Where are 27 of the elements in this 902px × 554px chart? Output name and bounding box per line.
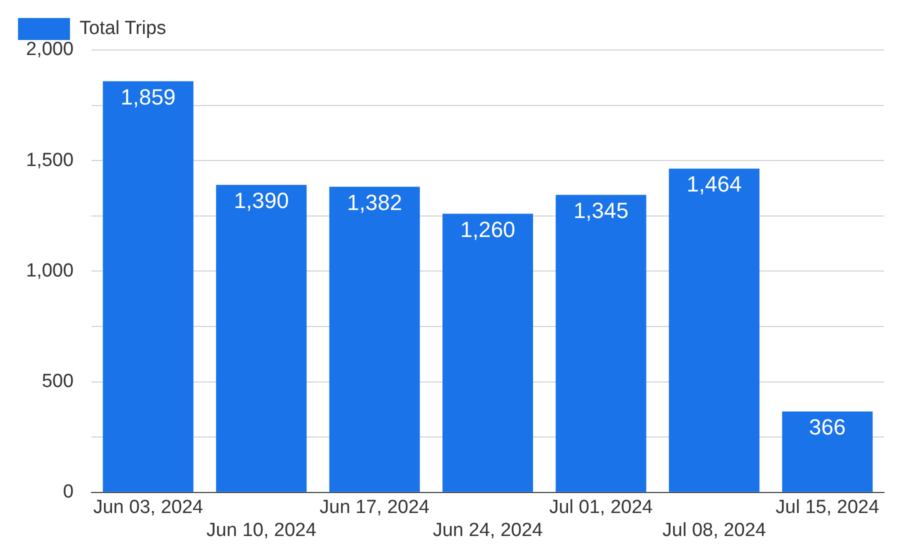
bar — [329, 186, 420, 492]
data-label: 366 — [809, 414, 846, 440]
x-tick-label: Jun 10, 2024 — [206, 520, 317, 541]
x-tick-label: Jun 17, 2024 — [320, 497, 430, 518]
data-label: 1,859 — [120, 84, 176, 110]
bar — [102, 81, 194, 492]
data-label: 1,260 — [460, 216, 516, 242]
y-tick-label: 2,000 — [26, 39, 74, 60]
data-label: 1,345 — [573, 198, 629, 223]
y-tick-label: 500 — [42, 371, 74, 392]
x-tick-label: Jun 24, 2024 — [432, 520, 544, 541]
data-label: 1,390 — [234, 188, 289, 213]
x-tick-label: Jul 15, 2024 — [776, 497, 880, 518]
x-tick-label: Jul 01, 2024 — [549, 497, 654, 518]
y-tick-label: 1,500 — [26, 150, 74, 171]
x-tick-label: Jul 08, 2024 — [662, 520, 766, 541]
bar — [556, 194, 646, 492]
bar — [668, 168, 760, 492]
legend-label: Total Trips — [80, 18, 166, 40]
bar — [782, 411, 873, 492]
y-tick-label: 0 — [62, 482, 74, 503]
y-tick-label: 1,000 — [26, 260, 74, 282]
bar — [216, 184, 307, 492]
bar — [442, 214, 534, 492]
data-label: 1,464 — [686, 172, 742, 197]
data-label: 1,382 — [347, 190, 402, 215]
x-tick-label: Jun 03, 2024 — [93, 497, 204, 518]
